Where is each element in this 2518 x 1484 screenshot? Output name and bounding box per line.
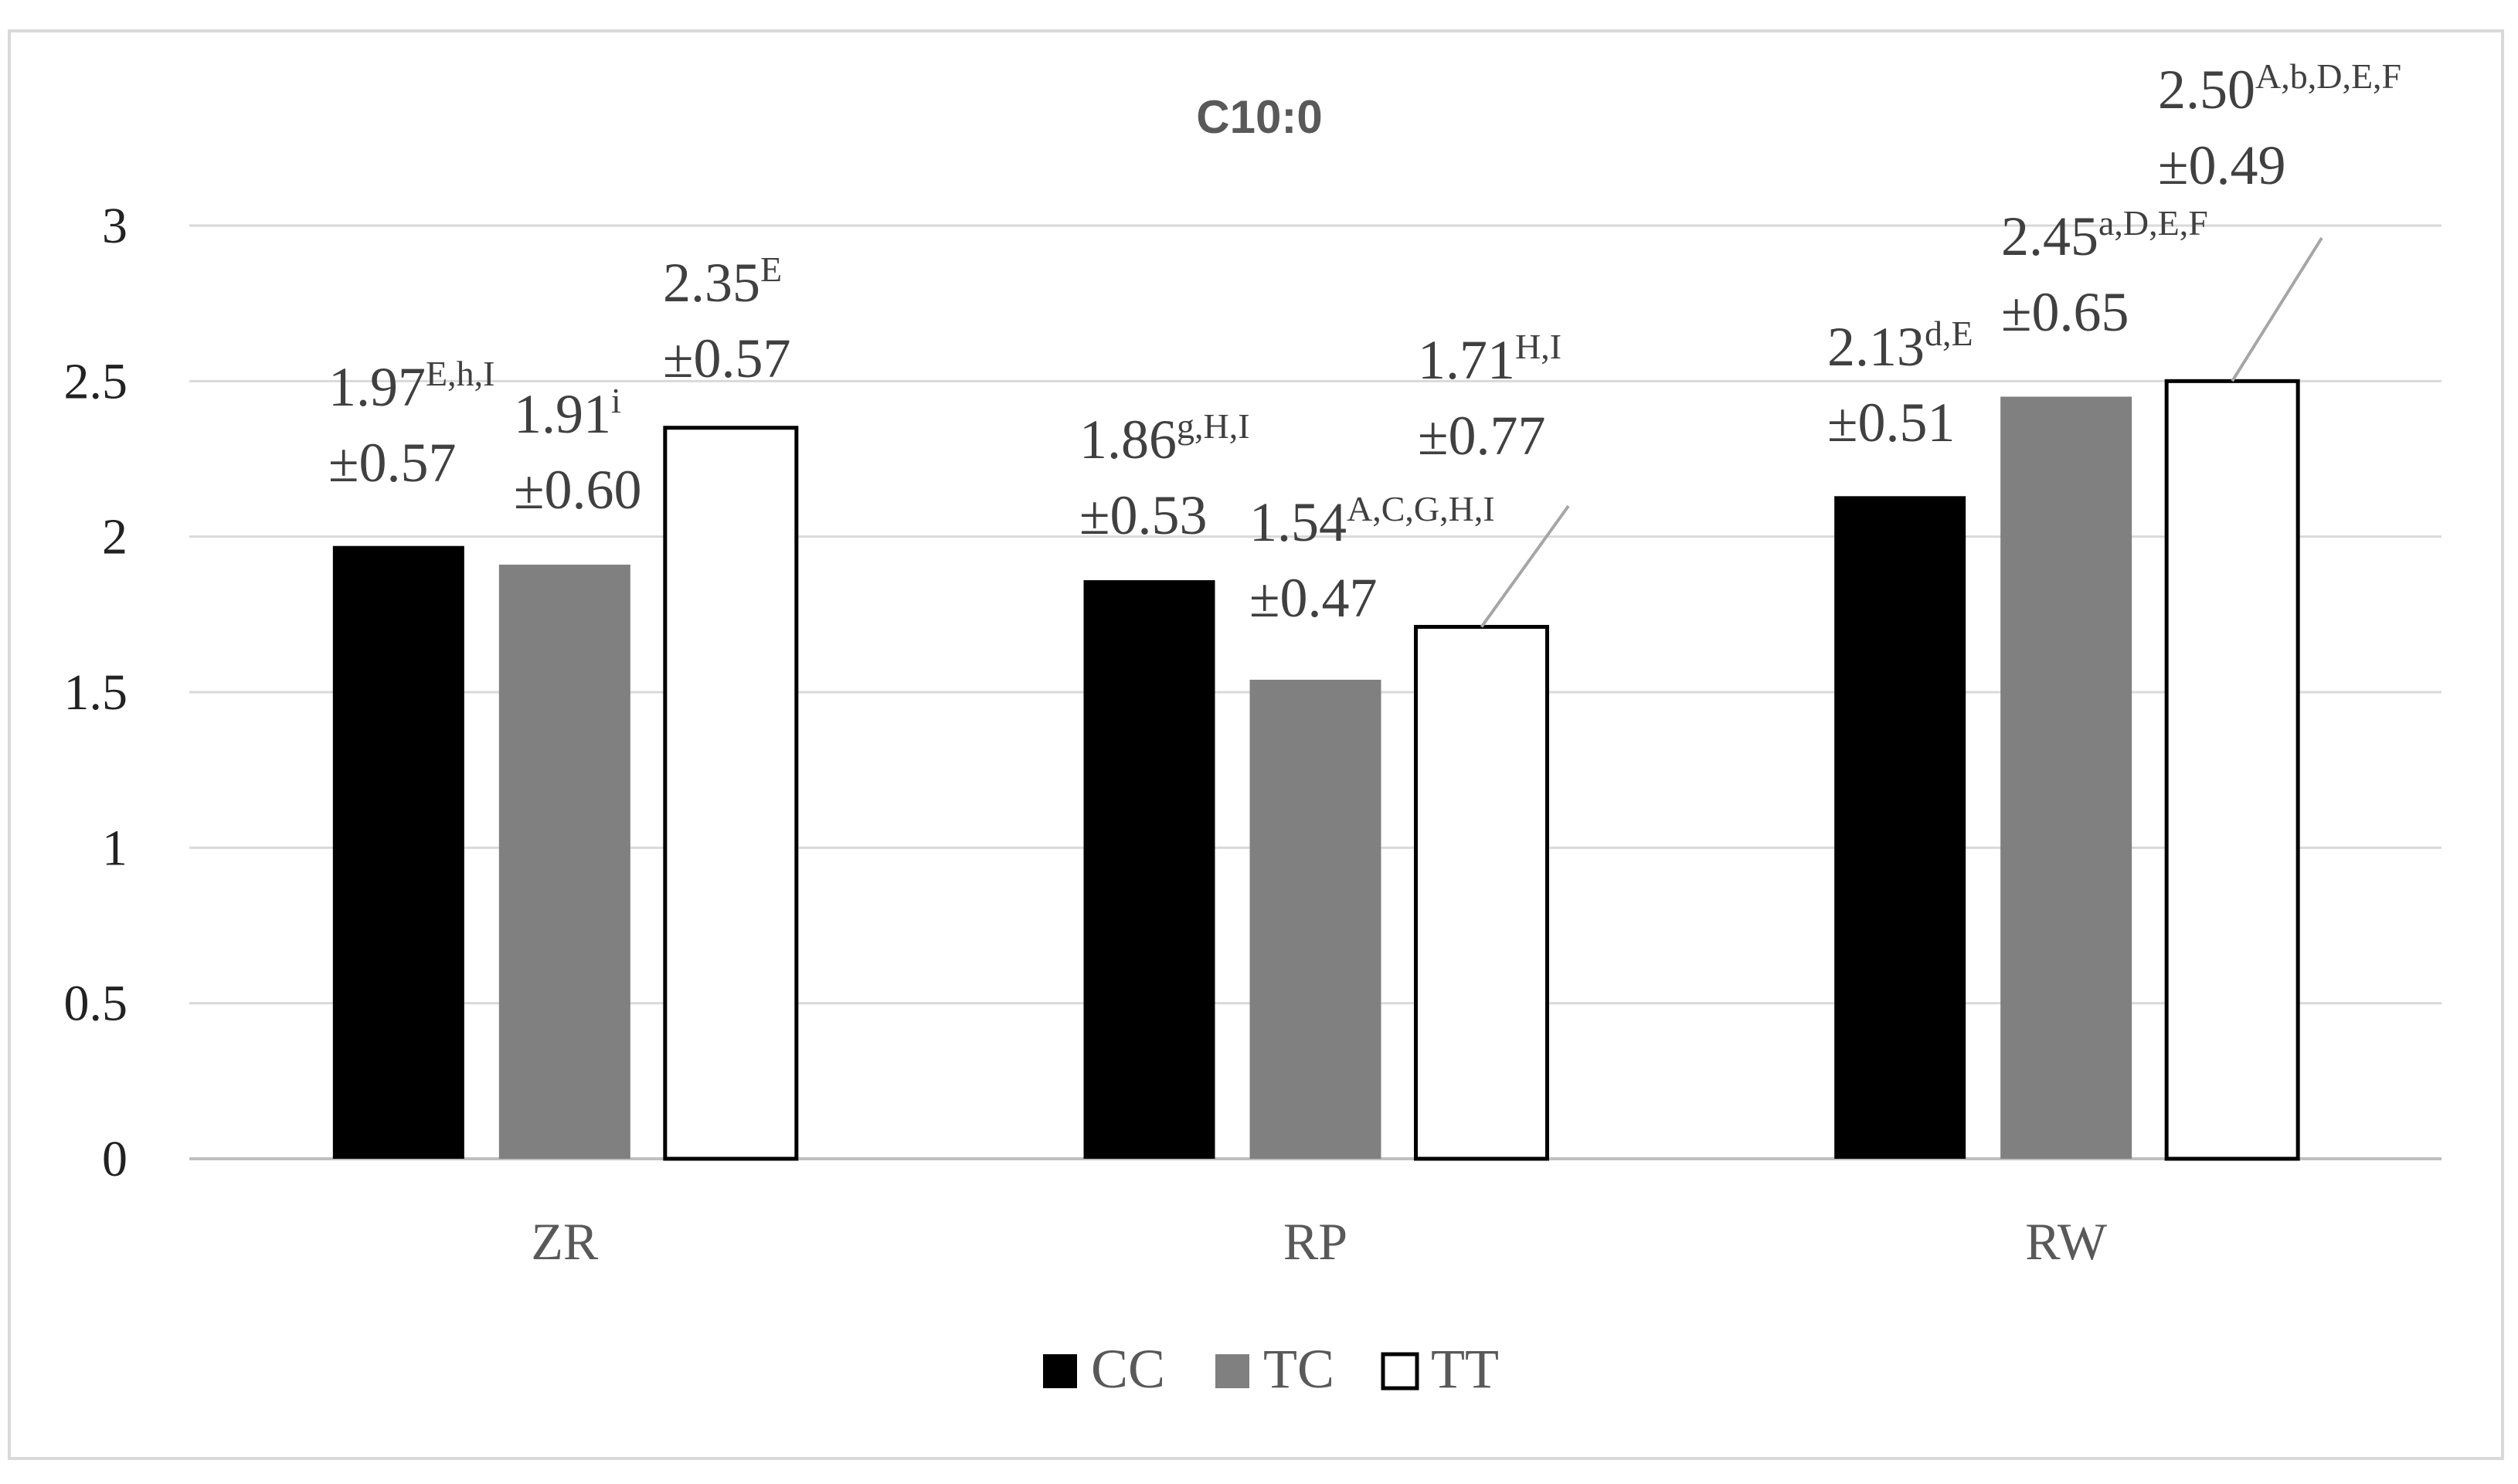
data-label-superscript: g,H,I xyxy=(1177,406,1250,446)
data-label-sd: ±0.65 xyxy=(2001,281,2129,343)
bar-cc-zr xyxy=(332,545,464,1159)
bar-tt-zr xyxy=(663,426,799,1161)
y-tick-label: 2 xyxy=(102,509,127,565)
data-label-value: 1.97E,h,I xyxy=(328,354,494,418)
legend-label-tt: TT xyxy=(1431,1338,1499,1400)
x-tick-label: ZR xyxy=(531,1212,599,1271)
data-label-sd: ±0.60 xyxy=(514,459,642,521)
legend-label-tc: TC xyxy=(1263,1338,1334,1400)
y-axis: 0 0.5 1 1.5 2 2.5 3 xyxy=(64,198,128,1187)
leader-line xyxy=(2231,236,2323,382)
y-tick-label: 3 xyxy=(102,198,127,254)
data-label-sd: ±0.57 xyxy=(663,328,791,389)
bars xyxy=(332,379,2300,1161)
bar-cc-rp xyxy=(1083,580,1215,1159)
data-label-number: 2.35 xyxy=(663,252,760,314)
bar-tt-rp xyxy=(1414,624,1549,1161)
leader-lines xyxy=(1480,236,2323,628)
data-label-value: 1.54A,C,G,H,I xyxy=(1249,489,1495,553)
data-label-number: 1.97 xyxy=(328,356,426,418)
data-label-number: 2.50 xyxy=(2158,59,2255,121)
leader-line xyxy=(1480,504,1570,628)
bar-tc-rp xyxy=(1249,679,1381,1159)
data-label-superscript: i xyxy=(611,381,621,420)
data-label-superscript: A,b,D,E,F xyxy=(2255,56,2401,96)
data-label-number: 2.45 xyxy=(2001,205,2098,267)
data-label-sd: ±0.57 xyxy=(328,432,457,494)
data-label-value: 2.13d,E xyxy=(1827,314,1973,378)
legend-swatch-tc xyxy=(1215,1354,1249,1388)
data-label-number: 1.54 xyxy=(1249,491,1347,553)
bar-cc-rw xyxy=(1834,496,1966,1159)
data-label-sd: ±0.47 xyxy=(1249,567,1378,629)
data-label-superscript: a,D,E,F xyxy=(2098,203,2208,243)
x-tick-label: RP xyxy=(1283,1212,1347,1271)
data-label-value: 2.35E xyxy=(663,250,782,314)
data-label-sd: ±0.49 xyxy=(2158,134,2286,196)
legend-swatch-cc xyxy=(1043,1354,1077,1388)
legend: CC TC TT xyxy=(1043,1338,1499,1400)
data-labels: 1.97E,h,I ±0.57 1.86g,H,I ±0.53 2.13d,E ±0.51… xyxy=(328,56,2401,629)
data-label-number: 1.86 xyxy=(1079,409,1177,470)
y-tick-label: 1 xyxy=(102,820,127,876)
bar-tc-rw xyxy=(2000,396,2132,1159)
y-tick-label: 0.5 xyxy=(64,976,128,1032)
data-label-value: 2.45a,D,E,F xyxy=(2001,203,2208,267)
x-tick-label: RW xyxy=(2025,1212,2108,1271)
data-label-value: 1.71H,I xyxy=(1418,327,1561,391)
legend-label-cc: CC xyxy=(1091,1338,1165,1400)
y-tick-label: 1.5 xyxy=(64,664,128,721)
chart-title: C10:0 xyxy=(1196,91,1322,143)
data-label-value: 1.91i xyxy=(514,381,621,445)
bar-tt-rw xyxy=(2164,379,2300,1161)
data-label-superscript: H,I xyxy=(1515,327,1561,366)
data-label-value: 2.50A,b,D,E,F xyxy=(2158,56,2401,121)
data-label-number: 1.71 xyxy=(1418,329,1515,391)
data-label-superscript: E xyxy=(760,250,782,289)
data-label-number: 1.91 xyxy=(514,383,611,445)
y-tick-label: 0 xyxy=(102,1131,127,1187)
data-label-sd: ±0.51 xyxy=(1827,392,1956,453)
data-label-value: 1.86g,H,I xyxy=(1079,406,1250,470)
data-label-superscript: A,C,G,H,I xyxy=(1347,489,1495,528)
y-tick-label: 2.5 xyxy=(64,353,128,409)
x-axis: ZR RP RW xyxy=(531,1212,2107,1271)
data-label-number: 2.13 xyxy=(1827,316,1925,378)
data-label-sd: ±0.53 xyxy=(1079,484,1208,546)
bar-tc-zr xyxy=(498,564,630,1159)
data-label-sd: ±0.77 xyxy=(1418,405,1546,467)
data-label-superscript: E,h,I xyxy=(426,354,494,393)
legend-swatch-tt xyxy=(1381,1352,1419,1391)
data-label-superscript: d,E xyxy=(1925,314,1973,353)
